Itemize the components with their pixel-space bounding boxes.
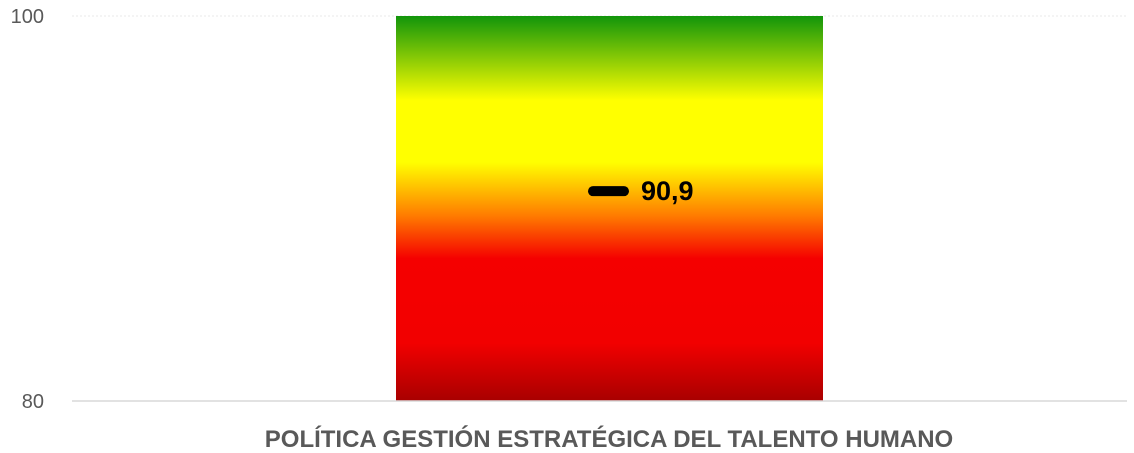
category-label: POLÍTICA GESTIÓN ESTRATÉGICA DEL TALENTO… [265, 425, 953, 453]
y-tick-label-80: 80 [22, 391, 44, 413]
marker-value-label: 90,9 [641, 176, 694, 206]
y-tick-label-100: 100 [11, 6, 44, 28]
bar-politica-gestion-estrategica [396, 16, 823, 401]
